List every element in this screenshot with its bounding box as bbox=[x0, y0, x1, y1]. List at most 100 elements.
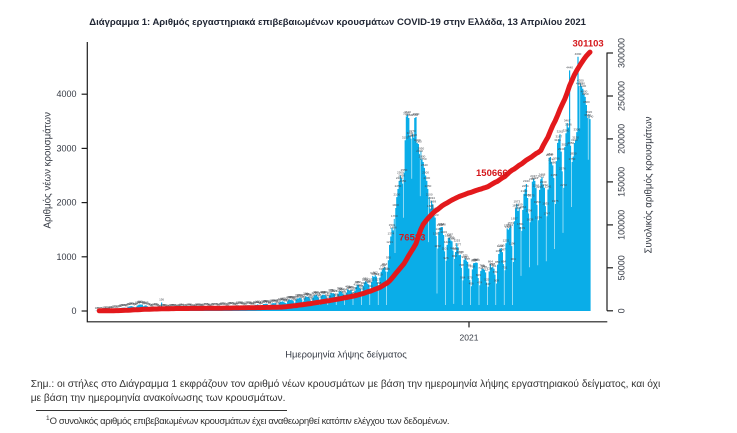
svg-text:1798: 1798 bbox=[525, 209, 532, 213]
svg-text:1196: 1196 bbox=[509, 241, 516, 245]
svg-text:181: 181 bbox=[309, 296, 314, 300]
svg-text:2401: 2401 bbox=[531, 176, 538, 180]
svg-text:98: 98 bbox=[252, 301, 256, 305]
svg-text:2100: 2100 bbox=[393, 192, 400, 196]
svg-text:1460: 1460 bbox=[435, 227, 442, 231]
svg-text:70: 70 bbox=[234, 302, 238, 306]
svg-text:2272: 2272 bbox=[541, 183, 548, 187]
svg-text:86: 86 bbox=[250, 302, 254, 306]
svg-text:53: 53 bbox=[183, 303, 187, 307]
svg-text:208: 208 bbox=[289, 295, 294, 299]
svg-text:59: 59 bbox=[164, 303, 168, 307]
svg-text:10: 10 bbox=[104, 306, 108, 310]
svg-text:2387: 2387 bbox=[529, 177, 536, 181]
svg-text:299: 299 bbox=[321, 290, 326, 294]
svg-text:106: 106 bbox=[236, 301, 241, 305]
svg-text:4000: 4000 bbox=[56, 89, 76, 99]
svg-text:69: 69 bbox=[196, 303, 200, 307]
svg-text:82: 82 bbox=[128, 302, 132, 306]
svg-text:Συνολικός αριθμός κρουσμάτων: Συνολικός αριθμός κρουσμάτων bbox=[644, 116, 655, 253]
svg-text:113: 113 bbox=[140, 300, 145, 304]
svg-text:3620: 3620 bbox=[404, 110, 411, 114]
svg-text:64: 64 bbox=[202, 303, 206, 307]
svg-text:108: 108 bbox=[247, 300, 252, 304]
svg-text:28: 28 bbox=[116, 305, 120, 309]
svg-text:101: 101 bbox=[135, 301, 140, 305]
svg-text:2343: 2343 bbox=[523, 179, 530, 183]
svg-text:209: 209 bbox=[286, 295, 291, 299]
svg-text:1159: 1159 bbox=[498, 243, 505, 247]
svg-text:96: 96 bbox=[268, 301, 272, 305]
svg-text:7: 7 bbox=[102, 306, 104, 310]
svg-text:102: 102 bbox=[238, 301, 243, 305]
svg-text:2250: 2250 bbox=[395, 184, 402, 188]
svg-text:5: 5 bbox=[101, 306, 103, 310]
svg-text:781: 781 bbox=[491, 264, 496, 268]
svg-text:1534: 1534 bbox=[506, 223, 513, 227]
svg-text:90: 90 bbox=[130, 301, 134, 305]
svg-text:907: 907 bbox=[465, 257, 470, 261]
svg-text:257: 257 bbox=[333, 292, 338, 296]
svg-text:2455: 2455 bbox=[551, 173, 558, 177]
svg-text:51: 51 bbox=[150, 303, 154, 307]
svg-text:60: 60 bbox=[178, 303, 182, 307]
svg-text:50: 50 bbox=[119, 304, 123, 308]
svg-text:2750: 2750 bbox=[420, 157, 427, 161]
svg-text:44: 44 bbox=[184, 304, 188, 308]
svg-text:388: 388 bbox=[349, 285, 354, 289]
svg-text:3000: 3000 bbox=[56, 143, 76, 153]
svg-text:2086: 2086 bbox=[524, 193, 531, 197]
svg-text:291: 291 bbox=[327, 290, 332, 294]
svg-text:3100: 3100 bbox=[414, 138, 421, 142]
svg-text:87: 87 bbox=[142, 302, 146, 306]
svg-text:56: 56 bbox=[173, 303, 177, 307]
svg-text:297: 297 bbox=[322, 290, 327, 294]
svg-text:729: 729 bbox=[383, 267, 388, 271]
svg-text:889: 889 bbox=[475, 258, 480, 262]
svg-text:120: 120 bbox=[268, 300, 273, 304]
svg-text:66: 66 bbox=[189, 303, 193, 307]
svg-text:137: 137 bbox=[263, 299, 268, 303]
svg-text:246: 246 bbox=[307, 293, 312, 297]
svg-text:65: 65 bbox=[155, 303, 159, 307]
svg-text:1479: 1479 bbox=[518, 226, 525, 230]
svg-text:508: 508 bbox=[494, 279, 499, 283]
svg-text:107: 107 bbox=[244, 300, 249, 304]
svg-text:50000: 50000 bbox=[617, 255, 627, 280]
svg-text:200000: 200000 bbox=[617, 124, 627, 154]
svg-text:205: 205 bbox=[299, 295, 304, 299]
svg-text:1657: 1657 bbox=[511, 216, 518, 220]
svg-text:1381: 1381 bbox=[433, 231, 440, 235]
svg-text:84: 84 bbox=[135, 302, 139, 306]
svg-text:300000: 300000 bbox=[617, 38, 627, 68]
svg-text:5: 5 bbox=[98, 306, 100, 310]
svg-text:10: 10 bbox=[102, 306, 106, 310]
svg-text:2686: 2686 bbox=[549, 161, 556, 165]
svg-text:181: 181 bbox=[285, 296, 290, 300]
svg-text:1488: 1488 bbox=[390, 226, 397, 230]
svg-text:66: 66 bbox=[226, 303, 230, 307]
svg-text:3590: 3590 bbox=[403, 112, 410, 116]
svg-text:59: 59 bbox=[161, 303, 165, 307]
svg-text:365: 365 bbox=[359, 286, 364, 290]
svg-text:3230: 3230 bbox=[407, 131, 414, 135]
svg-text:2450: 2450 bbox=[398, 173, 405, 177]
svg-text:2241: 2241 bbox=[545, 185, 552, 189]
svg-text:2437: 2437 bbox=[530, 174, 537, 178]
svg-text:163: 163 bbox=[281, 297, 286, 301]
svg-text:281: 281 bbox=[351, 291, 356, 295]
svg-text:172: 172 bbox=[278, 297, 283, 301]
svg-text:54: 54 bbox=[158, 303, 162, 307]
svg-text:945: 945 bbox=[461, 255, 466, 259]
svg-text:70: 70 bbox=[243, 302, 247, 306]
svg-text:113: 113 bbox=[254, 300, 259, 304]
svg-text:530: 530 bbox=[364, 278, 369, 282]
svg-text:97: 97 bbox=[230, 301, 234, 305]
svg-text:1572: 1572 bbox=[507, 221, 514, 225]
svg-text:95: 95 bbox=[258, 301, 262, 305]
svg-text:53: 53 bbox=[125, 303, 129, 307]
svg-text:57: 57 bbox=[172, 303, 176, 307]
svg-text:4200: 4200 bbox=[577, 79, 584, 83]
svg-text:219: 219 bbox=[326, 294, 331, 298]
svg-text:384: 384 bbox=[346, 285, 351, 289]
